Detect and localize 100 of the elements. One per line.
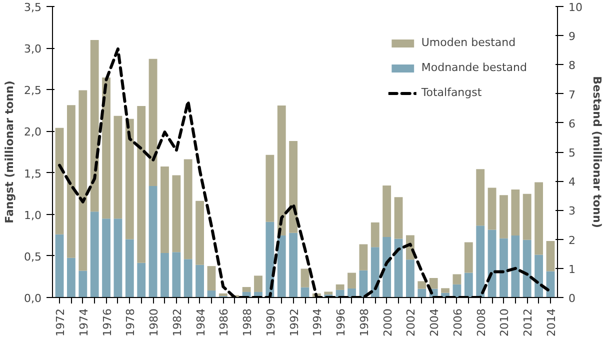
bar [382,185,392,237]
bar [511,236,520,298]
bar [406,260,414,298]
x-tick-label: 1978 [124,308,138,336]
y-axis-title: Fangst (millionar tonn) [3,80,16,224]
x-tick-label: 1994 [311,308,324,336]
x-tick-label: 1986 [218,308,231,336]
bar [534,182,544,255]
bar [359,270,368,298]
bar [300,268,310,288]
bar [78,270,88,298]
x-tick-label: 1984 [194,308,208,336]
bar [476,169,485,226]
x-tick-label: 1972 [54,308,68,336]
bar [348,272,356,288]
y2-tick-label: 4 [568,176,576,189]
y2-tick-label: 6 [568,117,576,130]
bar [102,78,110,219]
x-tick-label: 1988 [241,308,254,336]
bar [125,239,134,298]
bar [184,259,192,298]
bar [476,226,485,298]
y2-tick-label: 10 [568,1,582,14]
x-tick-label: 1992 [288,308,301,336]
bar [102,218,110,298]
bar [500,238,508,298]
y-tick-label: 3,0 [24,42,42,56]
bar [418,281,426,289]
bar [66,258,76,298]
y2-axis-title: Bestand (millionar tonn) [590,76,604,228]
bar [277,236,286,298]
bar [160,252,169,298]
x-tick-label: 2012 [522,308,535,336]
bar [452,274,462,284]
legend-label: Modnande bestand [421,61,527,74]
bar [277,105,286,236]
x-tick-label: 1996 [334,308,348,336]
bar [148,186,158,298]
bar [522,240,532,298]
bar [114,218,122,298]
bar [207,266,216,291]
bar [441,288,450,293]
x-tick-label: 1998 [358,308,371,336]
y2-tick-label: 8 [568,59,576,72]
bar [500,195,508,238]
bar [242,287,251,292]
bar [90,40,99,212]
bar [66,105,76,258]
bar [184,159,192,260]
bar [394,238,403,298]
x-tick-label: 1980 [148,308,161,336]
y-tick-label: 3,5 [24,1,42,14]
bar [254,276,262,292]
bar [55,234,64,298]
x-tick-label: 2000 [381,308,394,336]
bar [336,284,344,290]
legend-label: Umoden bestand [421,36,516,49]
bar [78,90,88,271]
bar [324,292,333,295]
bar [534,254,544,298]
bar [464,272,473,298]
bar [172,252,181,298]
y2-tick-label: 2 [568,234,576,247]
bar [418,288,426,298]
bar [218,293,228,296]
y2-tick-label: 9 [568,30,576,44]
x-tick-label: 1976 [100,308,114,336]
x-tick-label: 2010 [498,308,512,336]
bar [289,232,298,298]
bar [370,222,380,248]
y-tick-label: 2,0 [24,126,42,139]
x-tick-label: 2002 [404,308,418,336]
bar [370,247,380,298]
bar [266,154,274,222]
bar [172,175,181,252]
y-tick-label: 1,0 [24,208,42,222]
x-tick-label: 2008 [474,308,488,336]
bar [546,241,555,272]
bar [114,116,122,219]
bar [382,236,392,298]
x-tick-label: 2014 [544,308,558,336]
y2-tick-label: 3 [568,204,576,218]
bar [137,106,146,263]
bar [429,278,438,289]
bar [55,128,64,234]
bar [125,118,134,240]
bar [196,264,204,298]
bar [90,212,99,298]
x-tick-label: 2006 [451,308,464,336]
bar [289,140,298,233]
x-tick-label: 1982 [170,308,184,336]
bar [488,188,496,230]
y2-tick-label: 1 [568,262,576,276]
bar [148,58,158,186]
bar [359,244,368,270]
x-tick-label: 1990 [264,308,278,336]
y2-tick-label: 0 [568,292,576,305]
y2-tick-label: 7 [568,88,576,102]
y-tick-label: 2,5 [24,84,42,98]
bar [137,262,146,298]
